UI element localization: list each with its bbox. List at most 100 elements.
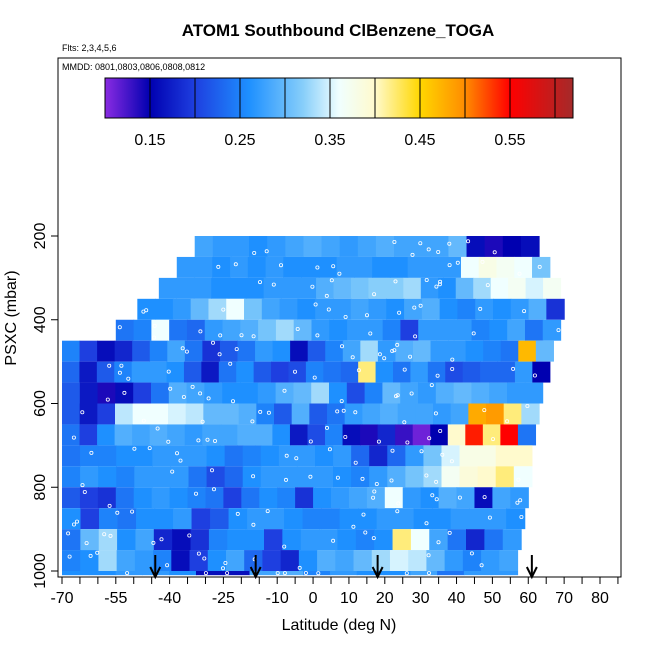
heat-cell <box>225 550 245 571</box>
sample-marker <box>196 551 201 556</box>
heat-cell <box>459 445 479 467</box>
sample-marker <box>284 453 289 458</box>
heat-cell <box>455 277 474 299</box>
sample-marker <box>440 452 445 457</box>
heat-cell <box>281 277 300 299</box>
heat-cell <box>240 319 259 341</box>
heat-cell <box>543 277 562 299</box>
sample-marker <box>84 541 89 546</box>
heat-cell <box>430 424 449 446</box>
heat-cell <box>170 466 190 488</box>
heat-cell <box>430 236 450 257</box>
heat-cell <box>207 550 227 571</box>
heat-cell <box>514 256 533 278</box>
heat-cell <box>453 319 473 341</box>
heat-cell <box>392 529 412 551</box>
heat-cell <box>158 277 177 299</box>
heat-cell <box>368 298 387 320</box>
heat-cell <box>114 340 133 362</box>
arrow-head <box>249 566 262 580</box>
heat-cell <box>369 445 388 467</box>
heat-cell <box>218 361 237 383</box>
heat-cell <box>169 487 189 509</box>
heat-cell <box>212 256 231 278</box>
heat-cell <box>402 487 422 509</box>
heat-cell <box>528 298 547 320</box>
x-tick-label: -40 <box>158 590 181 607</box>
heat-cell <box>307 340 326 362</box>
sample-marker <box>193 491 198 496</box>
sample-marker <box>492 250 497 255</box>
sample-marker <box>482 495 487 500</box>
heat-cell <box>226 298 245 320</box>
sample-marker <box>457 495 462 500</box>
heat-cell <box>484 236 504 257</box>
heat-cell <box>339 236 359 257</box>
sample-marker <box>230 399 235 404</box>
sample-marker <box>350 355 355 360</box>
heat-cell <box>496 256 515 278</box>
heat-cell <box>335 550 355 571</box>
heat-cell <box>62 445 81 467</box>
heat-cell <box>305 361 324 383</box>
heat-cell <box>98 529 118 551</box>
sample-marker <box>239 333 244 338</box>
sample-marker <box>447 530 452 535</box>
sample-marker <box>505 419 510 424</box>
heat-cell <box>223 487 242 509</box>
heat-cell <box>459 466 479 488</box>
sample-marker <box>376 439 381 444</box>
heat-cell <box>79 487 99 509</box>
sample-marker <box>202 556 207 561</box>
heat-cell <box>155 298 174 320</box>
sample-marker <box>522 309 527 314</box>
heat-cell <box>80 445 99 467</box>
heat-cell <box>382 319 402 341</box>
heat-cell <box>376 508 396 530</box>
heat-cell <box>152 466 172 488</box>
heat-cell <box>272 424 291 446</box>
sample-marker <box>315 333 320 338</box>
heat-layer-0 <box>194 236 540 257</box>
heat-cell <box>353 550 373 571</box>
heat-cell <box>254 424 274 446</box>
heat-cell <box>62 487 81 509</box>
heat-cell <box>176 277 195 299</box>
sample-marker <box>205 437 210 442</box>
sample-marker <box>424 473 429 478</box>
heat-cell <box>315 466 334 488</box>
heat-cell <box>524 382 544 404</box>
heat-cell <box>387 445 406 467</box>
sample-marker <box>368 331 373 336</box>
x-tick-label: 10 <box>340 590 358 607</box>
heat-cell <box>280 550 300 571</box>
sample-marker <box>447 263 452 268</box>
heat-cell <box>364 382 384 404</box>
heat-cell <box>325 340 344 362</box>
heat-cell <box>240 382 259 404</box>
sample-marker <box>395 393 400 398</box>
sample-marker <box>88 553 93 558</box>
sample-marker <box>438 279 443 284</box>
sample-marker <box>147 446 152 451</box>
sample-marker <box>324 293 329 298</box>
sample-marker <box>181 394 186 399</box>
heat-layer-bottom <box>62 571 519 576</box>
sample-marker <box>490 437 495 442</box>
sample-marker <box>426 553 431 558</box>
heat-cell <box>79 403 98 425</box>
y-axis: 200 400 600 800 1000 <box>32 223 58 589</box>
heat-cell <box>149 424 168 446</box>
heat-cell <box>450 508 470 530</box>
heat-cell <box>503 403 522 425</box>
sample-marker <box>152 323 157 328</box>
heat-cell <box>117 529 137 551</box>
heat-cell <box>80 466 99 488</box>
sample-marker <box>353 460 358 465</box>
heat-cell <box>350 298 370 320</box>
sample-marker <box>343 434 348 439</box>
sample-marker <box>517 271 522 276</box>
x-tick-label: 30 <box>412 590 430 607</box>
heat-cell <box>62 424 81 446</box>
sample-marker <box>292 369 297 374</box>
